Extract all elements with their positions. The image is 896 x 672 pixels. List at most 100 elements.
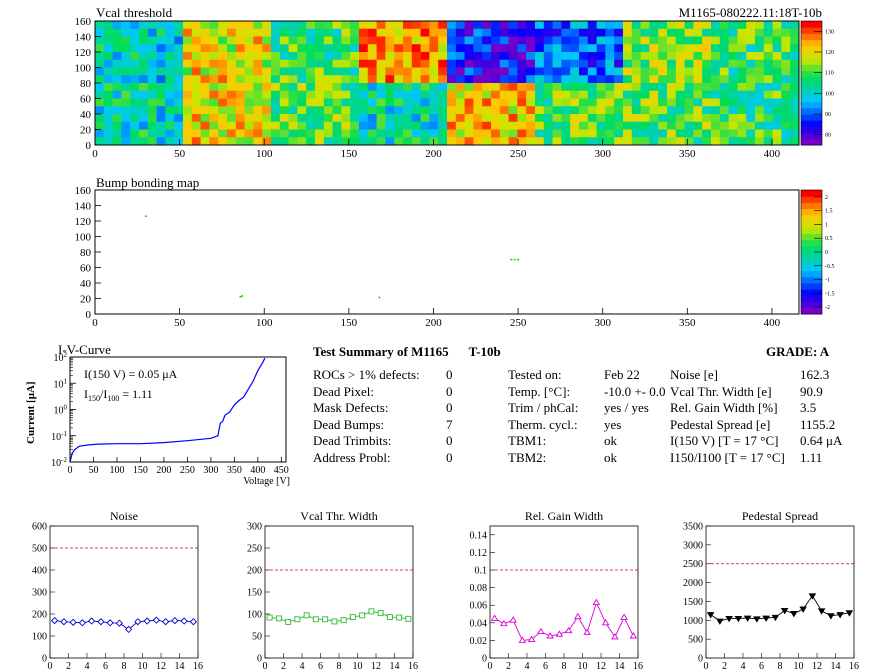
vcal-cell [235, 121, 245, 130]
vcal-cell [253, 28, 263, 37]
vcal-cell [139, 106, 149, 115]
vcal-cell [200, 129, 210, 138]
vcal-cell [570, 98, 580, 107]
y-tick-label: 80 [80, 78, 92, 90]
vcal-cell [297, 36, 307, 45]
vcal-cell [218, 90, 228, 99]
vcal-cell [438, 137, 448, 146]
vcal-cell [420, 75, 430, 84]
vcal-cell [543, 137, 553, 146]
vcal-cell [447, 98, 457, 107]
vcal-cell [535, 52, 545, 61]
summary-defect-value: 0 [446, 433, 453, 448]
vcal-cell [667, 90, 677, 99]
x-tick-label: 100 [256, 317, 273, 329]
vcal-cell [482, 106, 492, 115]
vcal-cell [508, 59, 518, 68]
vcal-cell [790, 98, 800, 107]
vcal-cell [191, 121, 201, 130]
vcal-cell [649, 52, 659, 61]
vcal-cell [455, 59, 465, 68]
vcal-cell [543, 106, 553, 115]
vcal-cell [737, 44, 747, 53]
vcal-cell [499, 121, 509, 130]
vcal-cell [323, 121, 333, 130]
vcal-cell [649, 121, 659, 130]
vcal-cell [473, 36, 483, 45]
vcal-cell [508, 83, 518, 92]
vcal-cell [491, 98, 501, 107]
vcal-cell [227, 98, 237, 107]
vcal-cell [235, 114, 245, 123]
vcal-cell [482, 28, 492, 37]
vcal-cell [631, 90, 641, 99]
data-point [601, 618, 610, 626]
vcal-cell [156, 137, 166, 146]
vcal-cell [218, 129, 228, 138]
vcal-cell [455, 28, 465, 37]
vcal-cell [587, 28, 597, 37]
vcal-cell [675, 137, 685, 146]
vcal-cell [279, 90, 289, 99]
vcal-cell [552, 83, 562, 92]
vcal-scale-swatch [801, 70, 822, 78]
x-tick-label: 350 [679, 317, 696, 329]
vcal-cell [737, 98, 747, 107]
vcal-cell [262, 90, 272, 99]
vcal-cell [315, 137, 325, 146]
vcal-cell [262, 98, 272, 107]
vcal-cell [535, 137, 545, 146]
vcal-cell [790, 36, 800, 45]
vcal-cell [429, 67, 439, 76]
y-tick-label: 100 [75, 63, 92, 75]
vcal-cell [763, 75, 773, 84]
vcal-cell [535, 106, 545, 115]
vcal-cell [781, 44, 791, 53]
vcal-cell [746, 98, 756, 107]
vcal-cell [332, 36, 342, 45]
vcal-cell [587, 106, 597, 115]
vcal-cell [535, 129, 545, 138]
panel-y-tick-label: 500 [32, 544, 47, 555]
vcal-cell [438, 129, 448, 138]
vcal-cell [719, 67, 729, 76]
vcal-cell [411, 83, 421, 92]
vcal-cell [411, 28, 421, 37]
vcal-cell [244, 59, 254, 68]
vcal-cell [218, 137, 228, 146]
vcal-cell [183, 52, 193, 61]
summary-condition-value: Feb 22 [604, 367, 640, 382]
vcal-cell [737, 121, 747, 130]
vcal-cell [244, 36, 254, 45]
vcal-cell [95, 36, 105, 45]
vcal-cell [385, 98, 395, 107]
vcal-cell [95, 106, 105, 115]
vcal-cell [526, 75, 536, 84]
panel-y-tick-label: 500 [688, 635, 703, 646]
vcal-cell [614, 137, 624, 146]
data-point [836, 612, 844, 619]
vcal-cell [95, 44, 105, 53]
vcal-cell [394, 121, 404, 130]
vcal-cell [332, 44, 342, 53]
vcal-cell [702, 121, 712, 130]
vcal-cell [614, 121, 624, 130]
vcal-cell [561, 44, 571, 53]
vcal-cell [315, 114, 325, 123]
vcal-cell [174, 137, 184, 146]
vcal-cell [640, 83, 650, 92]
vcal-cell [535, 21, 545, 30]
vcal-cell [191, 98, 201, 107]
data-point [780, 608, 789, 615]
vcal-cell [526, 67, 536, 76]
vcal-cell [367, 67, 377, 76]
vcal-cell [455, 90, 465, 99]
vcal-cell [121, 52, 131, 61]
dead-bump-point [378, 296, 381, 299]
vcal-cell [772, 129, 782, 138]
vcal-cell [464, 59, 474, 68]
vcal-cell [561, 75, 571, 84]
vcal-cell [763, 98, 773, 107]
vcal-cell [403, 28, 413, 37]
